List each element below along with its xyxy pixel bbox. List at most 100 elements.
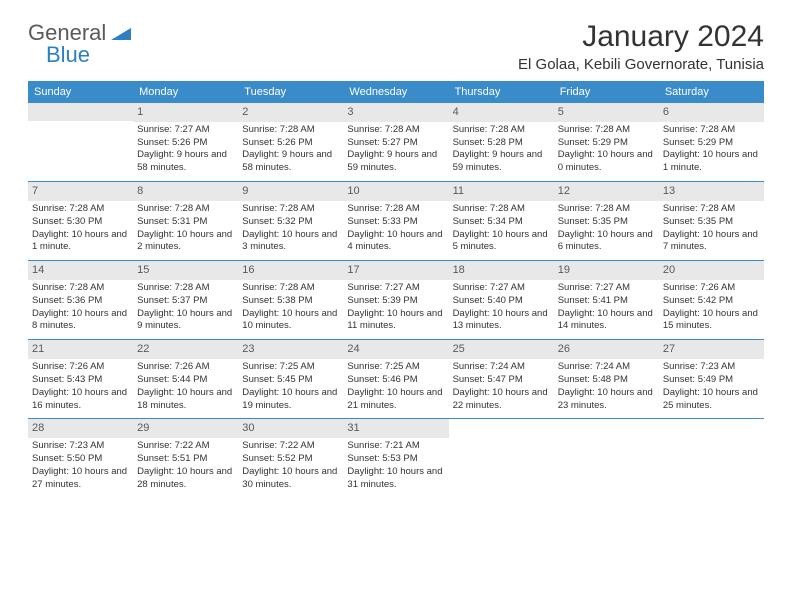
month-title: January 2024	[518, 20, 764, 54]
sunset-text: Sunset: 5:30 PM	[32, 216, 129, 229]
daylight-text: Daylight: 10 hours and 3 minutes.	[242, 229, 339, 255]
date-number: 17	[343, 261, 448, 280]
day-cell: 27Sunrise: 7:23 AMSunset: 5:49 PMDayligh…	[659, 340, 764, 419]
daylight-text: Daylight: 10 hours and 27 minutes.	[32, 466, 129, 492]
day-header-sun: Sunday	[28, 81, 133, 103]
week-row: 14Sunrise: 7:28 AMSunset: 5:36 PMDayligh…	[28, 261, 764, 340]
daylight-text: Daylight: 10 hours and 8 minutes.	[32, 308, 129, 334]
day-cell: 31Sunrise: 7:21 AMSunset: 5:53 PMDayligh…	[343, 419, 448, 498]
daylight-text: Daylight: 10 hours and 23 minutes.	[558, 387, 655, 413]
sunrise-text: Sunrise: 7:28 AM	[558, 124, 655, 137]
day-header-fri: Friday	[554, 81, 659, 103]
sunset-text: Sunset: 5:49 PM	[663, 374, 760, 387]
sunset-text: Sunset: 5:29 PM	[558, 137, 655, 150]
daylight-text: Daylight: 10 hours and 21 minutes.	[347, 387, 444, 413]
day-cell: 9Sunrise: 7:28 AMSunset: 5:32 PMDaylight…	[238, 182, 343, 261]
day-cell: 20Sunrise: 7:26 AMSunset: 5:42 PMDayligh…	[659, 261, 764, 340]
week-row: 21Sunrise: 7:26 AMSunset: 5:43 PMDayligh…	[28, 340, 764, 419]
sunrise-text: Sunrise: 7:25 AM	[347, 361, 444, 374]
day-cell: 26Sunrise: 7:24 AMSunset: 5:48 PMDayligh…	[554, 340, 659, 419]
date-number: 7	[28, 182, 133, 201]
sunset-text: Sunset: 5:40 PM	[453, 295, 550, 308]
calendar-body: 1Sunrise: 7:27 AMSunset: 5:26 PMDaylight…	[28, 103, 764, 497]
daylight-text: Daylight: 9 hours and 59 minutes.	[347, 149, 444, 175]
daylight-text: Daylight: 10 hours and 1 minute.	[663, 149, 760, 175]
sunset-text: Sunset: 5:29 PM	[663, 137, 760, 150]
daylight-text: Daylight: 10 hours and 25 minutes.	[663, 387, 760, 413]
day-cell	[28, 103, 133, 182]
week-row: 28Sunrise: 7:23 AMSunset: 5:50 PMDayligh…	[28, 419, 764, 498]
daylight-text: Daylight: 10 hours and 0 minutes.	[558, 149, 655, 175]
date-number: 18	[449, 261, 554, 280]
sunrise-text: Sunrise: 7:28 AM	[137, 282, 234, 295]
date-number: 19	[554, 261, 659, 280]
sunrise-text: Sunrise: 7:28 AM	[347, 124, 444, 137]
day-cell: 23Sunrise: 7:25 AMSunset: 5:45 PMDayligh…	[238, 340, 343, 419]
sunset-text: Sunset: 5:27 PM	[347, 137, 444, 150]
sunrise-text: Sunrise: 7:27 AM	[137, 124, 234, 137]
day-cell: 14Sunrise: 7:28 AMSunset: 5:36 PMDayligh…	[28, 261, 133, 340]
title-block: January 2024 El Golaa, Kebili Governorat…	[518, 20, 764, 73]
location-text: El Golaa, Kebili Governorate, Tunisia	[518, 56, 764, 73]
sunset-text: Sunset: 5:33 PM	[347, 216, 444, 229]
logo: General Blue	[28, 20, 131, 68]
date-number: 30	[238, 419, 343, 438]
day-cell: 24Sunrise: 7:25 AMSunset: 5:46 PMDayligh…	[343, 340, 448, 419]
date-number: 16	[238, 261, 343, 280]
sunset-text: Sunset: 5:50 PM	[32, 453, 129, 466]
sunrise-text: Sunrise: 7:28 AM	[242, 282, 339, 295]
date-number: 26	[554, 340, 659, 359]
daylight-text: Daylight: 9 hours and 58 minutes.	[242, 149, 339, 175]
day-cell: 3 Sunrise: 7:28 AMSunset: 5:27 PMDaylight…	[343, 103, 448, 182]
sunset-text: Sunset: 5:42 PM	[663, 295, 760, 308]
sunrise-text: Sunrise: 7:23 AM	[663, 361, 760, 374]
day-cell	[449, 419, 554, 498]
date-number: 3	[343, 103, 448, 122]
date-number: 14	[28, 261, 133, 280]
daylight-text: Daylight: 10 hours and 7 minutes.	[663, 229, 760, 255]
sunrise-text: Sunrise: 7:28 AM	[347, 203, 444, 216]
sunset-text: Sunset: 5:37 PM	[137, 295, 234, 308]
day-cell: 7Sunrise: 7:28 AMSunset: 5:30 PMDaylight…	[28, 182, 133, 261]
day-cell: 16 Sunrise: 7:28 AMSunset: 5:38 PMDayligh…	[238, 261, 343, 340]
day-header-tue: Tuesday	[238, 81, 343, 103]
sunset-text: Sunset: 5:35 PM	[558, 216, 655, 229]
sunset-text: Sunset: 5:28 PM	[453, 137, 550, 150]
day-cell	[659, 419, 764, 498]
sunset-text: Sunset: 5:48 PM	[558, 374, 655, 387]
day-cell: 11Sunrise: 7:28 AMSunset: 5:34 PMDayligh…	[449, 182, 554, 261]
week-row: 7Sunrise: 7:28 AMSunset: 5:30 PMDaylight…	[28, 182, 764, 261]
day-cell: 21Sunrise: 7:26 AMSunset: 5:43 PMDayligh…	[28, 340, 133, 419]
sunrise-text: Sunrise: 7:26 AM	[137, 361, 234, 374]
sunrise-text: Sunrise: 7:28 AM	[32, 203, 129, 216]
sunset-text: Sunset: 5:39 PM	[347, 295, 444, 308]
sunrise-text: Sunrise: 7:28 AM	[453, 203, 550, 216]
logo-triangle-icon	[111, 24, 131, 45]
sunrise-text: Sunrise: 7:28 AM	[663, 203, 760, 216]
sunset-text: Sunset: 5:26 PM	[137, 137, 234, 150]
daylight-text: Daylight: 10 hours and 10 minutes.	[242, 308, 339, 334]
daylight-text: Daylight: 10 hours and 16 minutes.	[32, 387, 129, 413]
daylight-text: Daylight: 10 hours and 31 minutes.	[347, 466, 444, 492]
day-cell: 6Sunrise: 7:28 AMSunset: 5:29 PMDaylight…	[659, 103, 764, 182]
date-number: 15	[133, 261, 238, 280]
sunrise-text: Sunrise: 7:22 AM	[242, 440, 339, 453]
day-header-row: Sunday Monday Tuesday Wednesday Thursday…	[28, 81, 764, 103]
day-cell: 17Sunrise: 7:27 AMSunset: 5:39 PMDayligh…	[343, 261, 448, 340]
date-number: 29	[133, 419, 238, 438]
day-cell: 18Sunrise: 7:27 AMSunset: 5:40 PMDayligh…	[449, 261, 554, 340]
day-cell: 4Sunrise: 7:28 AMSunset: 5:28 PMDaylight…	[449, 103, 554, 182]
date-number: 12	[554, 182, 659, 201]
date-number: 5	[554, 103, 659, 122]
daylight-text: Daylight: 10 hours and 13 minutes.	[453, 308, 550, 334]
empty-date-bar	[28, 103, 133, 121]
daylight-text: Daylight: 10 hours and 14 minutes.	[558, 308, 655, 334]
sunset-text: Sunset: 5:38 PM	[242, 295, 339, 308]
date-number: 21	[28, 340, 133, 359]
daylight-text: Daylight: 10 hours and 6 minutes.	[558, 229, 655, 255]
day-header-sat: Saturday	[659, 81, 764, 103]
sunset-text: Sunset: 5:31 PM	[137, 216, 234, 229]
date-number: 6	[659, 103, 764, 122]
daylight-text: Daylight: 10 hours and 28 minutes.	[137, 466, 234, 492]
day-header-wed: Wednesday	[343, 81, 448, 103]
